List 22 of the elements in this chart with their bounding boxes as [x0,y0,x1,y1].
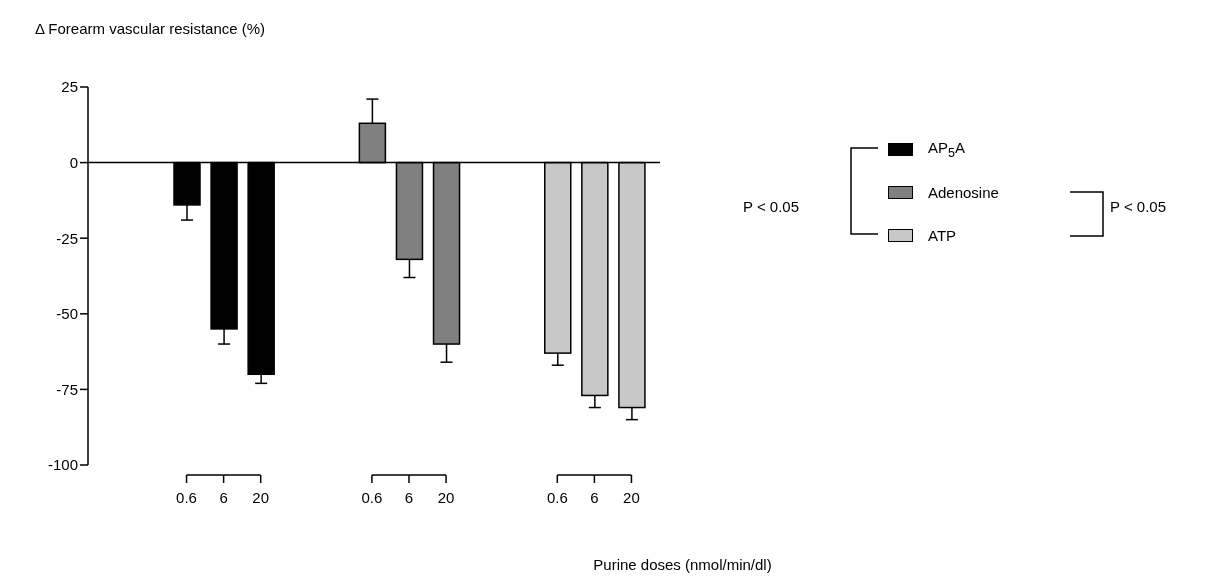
y-tick-label: 25 [61,78,78,96]
y-tick-label: 0 [69,153,78,171]
y-tick-label: -100 [47,456,78,474]
x-tick-label: 20 [623,489,640,506]
text: P < 0.05 [1110,198,1167,215]
x-tick-label: 6 [590,489,599,506]
x-tick-label: 0.6 [361,489,383,506]
x-tick-label: 20 [252,489,270,506]
x-tick-label: 0.6 [546,489,568,506]
x-tick-label: 6 [219,489,228,506]
y-axis-title: Δ Forearm vascular resistance (%) [35,20,266,37]
x-axis-title: Purine doses (nmol/min/dl) [593,556,772,573]
x-tick-label: 0.6 [176,489,197,506]
y-tick-label: -50 [56,305,78,323]
y-tick-label: -25 [56,229,78,247]
legend-label: ATP [928,226,957,244]
text: P < 0.05 [743,198,800,215]
x-tick-label: 20 [437,489,455,506]
x-tick-label: 6 [404,489,414,506]
y-tick-label: -75 [56,380,78,398]
legend-label: AP$_{5}$A [928,138,965,160]
legend-label: Adenosine [928,183,999,201]
